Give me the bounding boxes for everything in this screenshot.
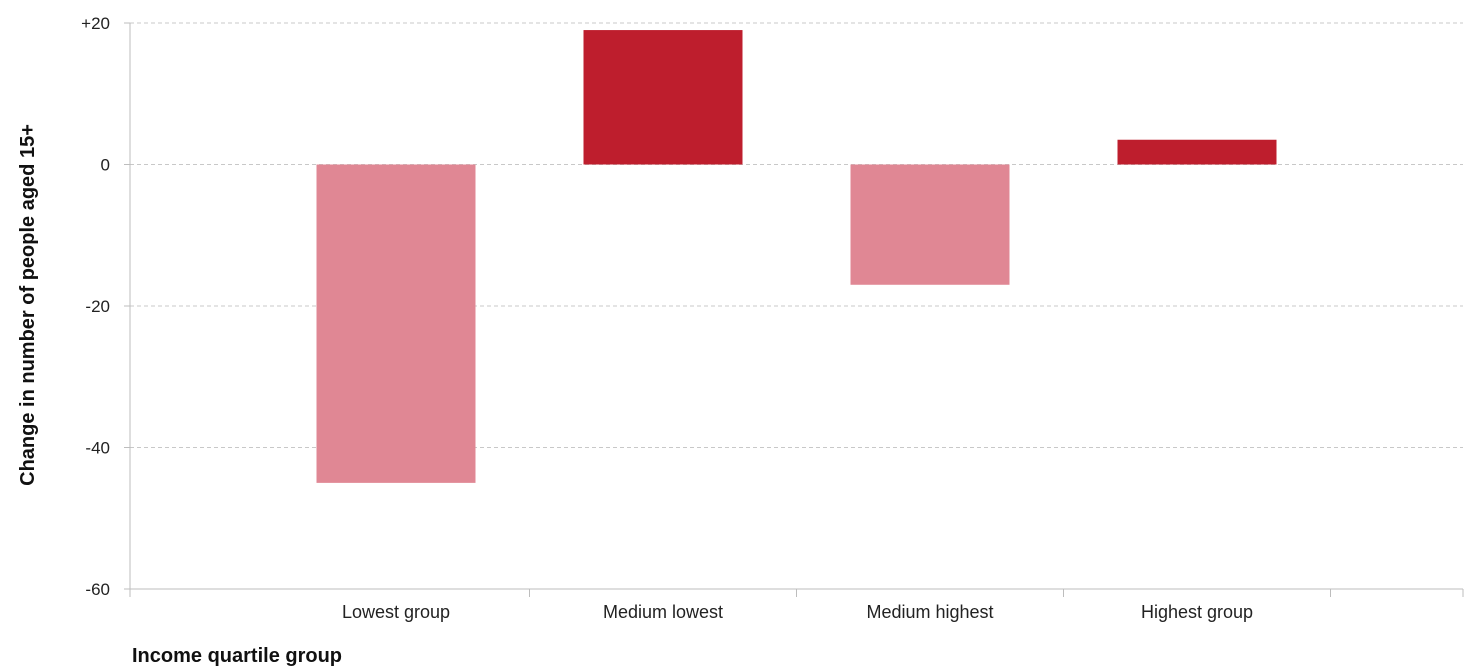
y-tick-labels: +20 0 -20 -40 -60 <box>81 14 110 599</box>
y-tick-label: -40 <box>85 439 110 458</box>
bar-medium-highest <box>850 164 1010 285</box>
y-tick-label: 0 <box>101 156 110 175</box>
y-axis-title: Change in number of people aged 15+ <box>17 124 39 486</box>
x-tick-label: Medium highest <box>866 602 993 622</box>
bar-lowest-group <box>316 164 476 483</box>
gridlines <box>130 22 1463 448</box>
y-tick-label: -20 <box>85 297 110 316</box>
x-tick-label: Lowest group <box>342 602 450 622</box>
axes <box>124 22 1464 597</box>
x-axis-title: Income quartile group <box>132 645 342 667</box>
x-tick-label: Highest group <box>1141 602 1253 622</box>
x-tick-label: Medium lowest <box>603 602 723 622</box>
x-tick-labels: Lowest group Medium lowest Medium highest H… <box>342 602 1253 622</box>
bar-highest-group <box>1117 139 1277 165</box>
y-tick-label: -60 <box>85 580 110 599</box>
y-tick-label: +20 <box>81 14 110 33</box>
bar-medium-lowest <box>583 30 743 165</box>
bars <box>316 30 1277 483</box>
